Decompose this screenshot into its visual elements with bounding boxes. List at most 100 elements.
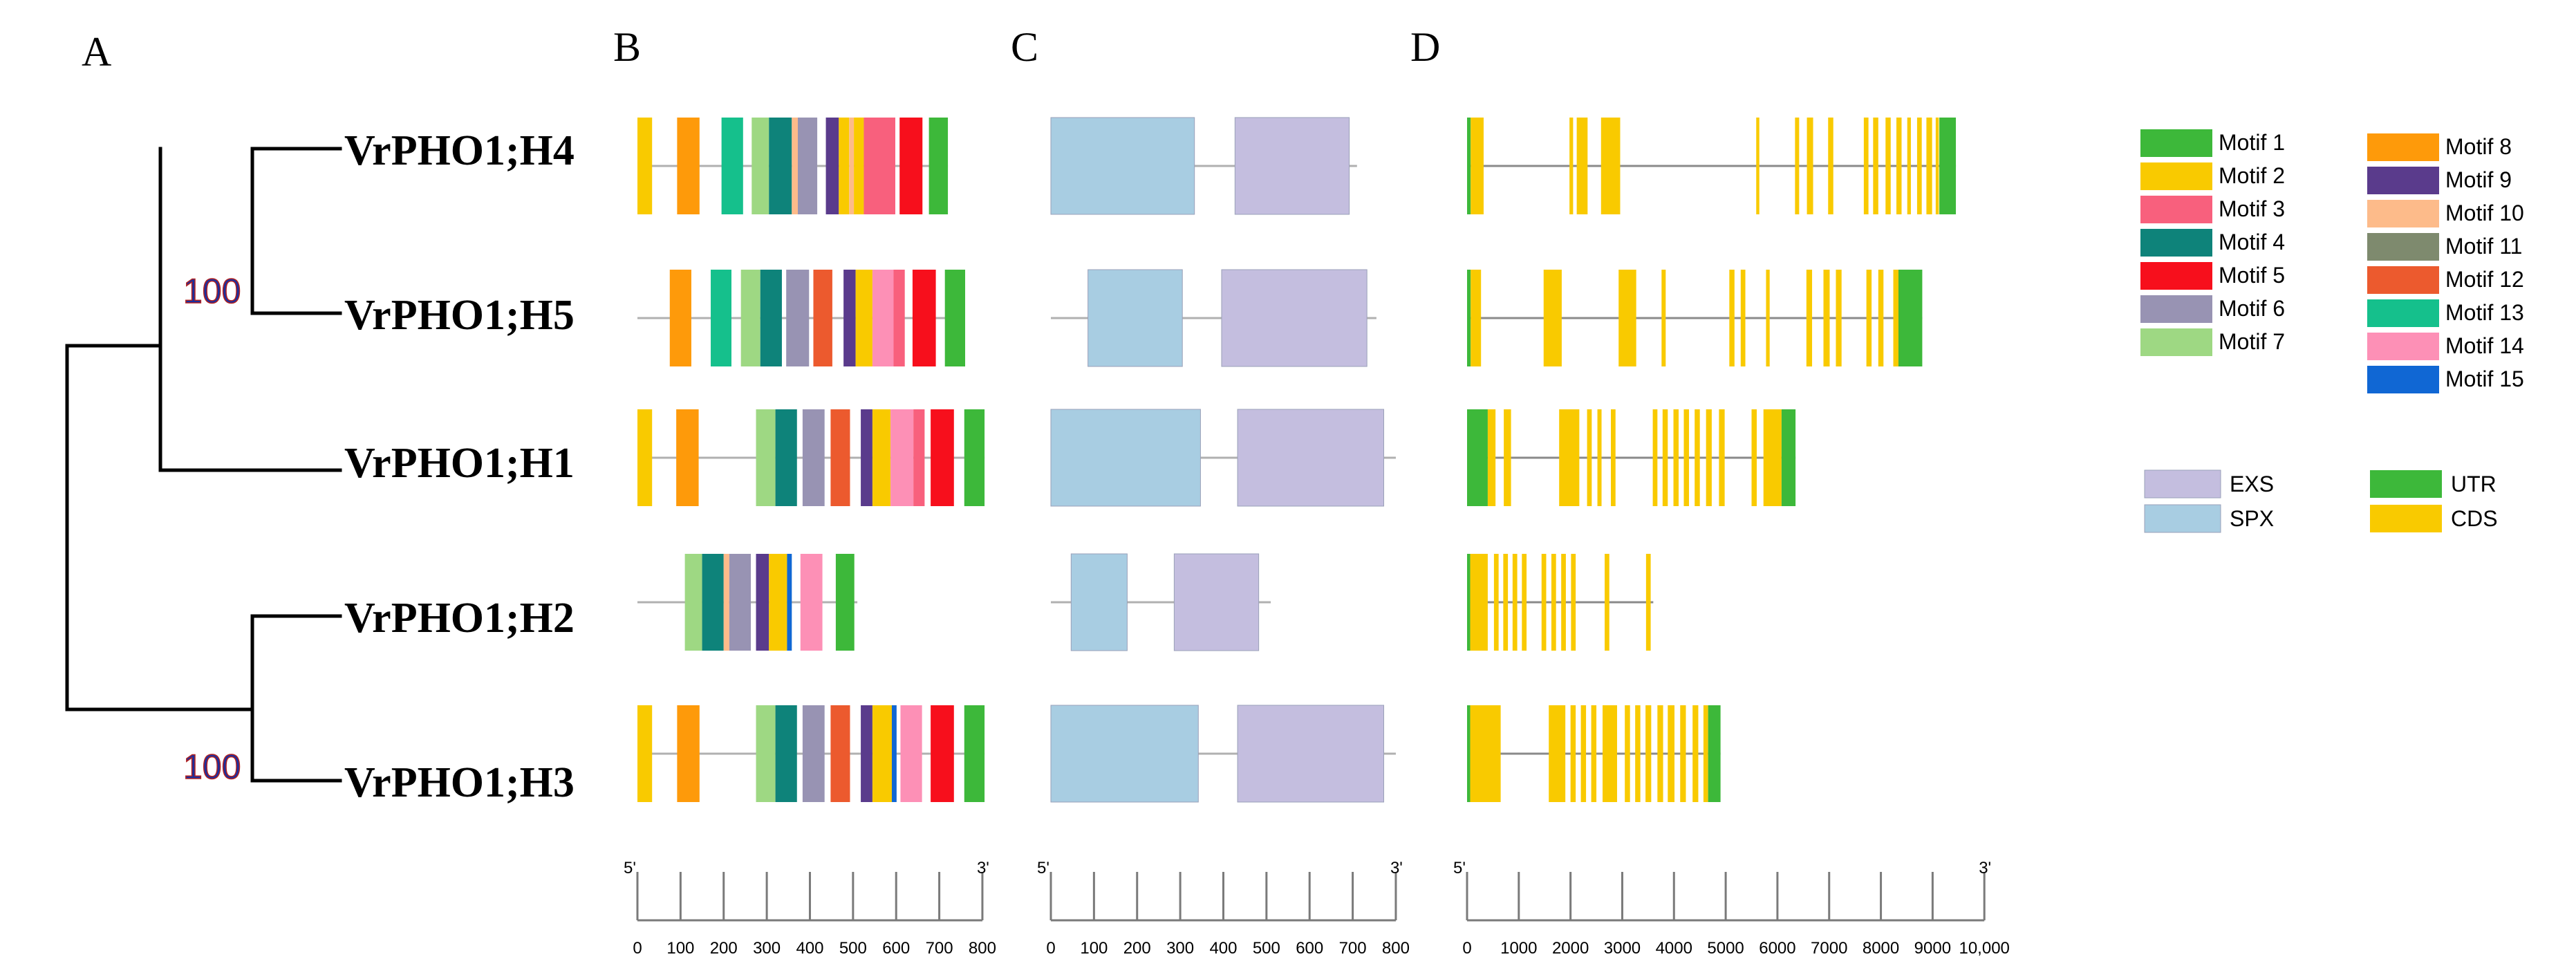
utr-box — [1939, 118, 1957, 214]
motif-13-box — [711, 270, 731, 366]
motif-14-box — [890, 409, 914, 506]
cds-box — [1657, 705, 1663, 802]
three-prime-label: 3' — [977, 859, 989, 877]
legend-label: Motif 11 — [2445, 234, 2522, 259]
legend-swatch — [2367, 366, 2439, 393]
cds-box — [1673, 409, 1679, 506]
legend-label: Motif 3 — [2219, 196, 2285, 221]
cds-box — [1893, 270, 1898, 366]
motif-6-box — [798, 118, 818, 214]
scale-tick-label: 7000 — [1811, 939, 1847, 958]
motif-15-box — [787, 554, 792, 651]
cds-box — [1541, 554, 1547, 651]
scale-tick-label: 600 — [1296, 939, 1323, 958]
panel-label-c: C — [1011, 24, 1038, 70]
motif-2-box — [872, 409, 891, 506]
cds-box — [1885, 118, 1891, 214]
legend-label: Motif 13 — [2445, 300, 2524, 325]
cds-box — [1751, 409, 1757, 506]
cds-box — [1661, 270, 1666, 366]
utr-box — [1467, 409, 1488, 506]
legend-swatch — [2367, 200, 2439, 227]
cds-box — [1559, 409, 1580, 506]
motif-2-box — [872, 705, 892, 802]
utr-box — [1467, 554, 1471, 651]
cds-box — [1470, 705, 1501, 802]
legend-label: CDS — [2451, 506, 2498, 531]
motif-4-box — [775, 409, 797, 506]
motif-10-box — [849, 118, 855, 214]
motif-8-box — [677, 118, 700, 214]
cds-box — [1493, 554, 1499, 651]
scale-tick-label: 500 — [1253, 939, 1280, 958]
legend-label: SPX — [2230, 506, 2274, 531]
motif-7-box — [752, 118, 769, 214]
five-prime-label: 5' — [1037, 859, 1049, 877]
cds-box — [1652, 409, 1658, 506]
cds-box — [1807, 118, 1813, 214]
cds-box — [1470, 554, 1488, 651]
legend-label: Motif 1 — [2219, 130, 2285, 155]
motif-1-box — [944, 270, 966, 366]
scale-tick-label: 300 — [1166, 939, 1194, 958]
cds-box — [1549, 705, 1566, 802]
motif-4-box — [775, 705, 797, 802]
motif-1-box — [964, 705, 985, 802]
gene-label: VrPHO1;H4 — [344, 127, 575, 174]
cds-box — [1706, 409, 1712, 506]
cds-box — [1645, 554, 1651, 651]
gene-label: VrPHO1;H1 — [344, 440, 575, 487]
cds-box — [1569, 118, 1574, 214]
legend-swatch — [2140, 328, 2212, 356]
spx-domain-box — [1050, 705, 1199, 803]
cds-box — [1591, 705, 1597, 802]
motif-1-box — [835, 554, 855, 651]
legend-swatch — [2370, 470, 2442, 498]
utr-box — [1467, 118, 1471, 214]
cds-box — [1873, 118, 1878, 214]
legend-swatch — [2367, 266, 2439, 294]
scale-tick-label: 100 — [666, 939, 694, 958]
cds-box — [1729, 270, 1735, 366]
motif-2-box — [637, 118, 653, 214]
motif-1-box — [928, 118, 949, 214]
five-prime-label: 5' — [1453, 859, 1466, 877]
motif-2-box — [839, 118, 850, 214]
cds-box — [1522, 554, 1527, 651]
motif-9-box — [825, 118, 839, 214]
motif-panel: 0 100 200 300 400 500 600 700 800 5' 3' — [624, 118, 996, 958]
motif-4-box — [769, 118, 792, 214]
five-prime-label: 5' — [624, 859, 636, 877]
legend-label: Motif 15 — [2445, 366, 2524, 391]
cds-box — [1680, 705, 1686, 802]
legend-swatch — [2367, 133, 2439, 161]
scale-tick-label: 600 — [882, 939, 910, 958]
utr-box — [1781, 409, 1796, 506]
motif-legend: Motif 1 Motif 2 Motif 3 Motif 4 Motif 5 Motif… — [2140, 129, 2524, 393]
cds-box — [1668, 705, 1675, 802]
legend-swatch — [2367, 299, 2439, 327]
motif-9-box — [843, 270, 856, 366]
scale-tick-label: 200 — [710, 939, 738, 958]
cds-box — [1610, 409, 1616, 506]
exs-domain-box — [1221, 269, 1368, 367]
motif-5-box — [931, 705, 954, 802]
legend-swatch — [2144, 504, 2221, 533]
scale-tick-label: 8000 — [1863, 939, 1899, 958]
cds-box — [1683, 409, 1689, 506]
scale-tick-label: 6000 — [1759, 939, 1795, 958]
motif-10-box — [723, 554, 729, 651]
cds-box — [1836, 270, 1842, 366]
scale-tick-label: 800 — [1382, 939, 1410, 958]
cds-box — [1878, 270, 1884, 366]
cds-box — [1823, 270, 1830, 366]
legend-swatch — [2144, 469, 2221, 499]
cds-box — [1503, 554, 1509, 651]
motif-3-box — [913, 409, 925, 506]
motif-8-box — [677, 705, 700, 802]
cds-box — [1719, 409, 1725, 506]
cds-box — [1600, 118, 1621, 214]
three-prime-label: 3' — [1979, 859, 1991, 877]
legend-label: Motif 12 — [2445, 267, 2524, 292]
motif-8-box — [669, 270, 691, 366]
